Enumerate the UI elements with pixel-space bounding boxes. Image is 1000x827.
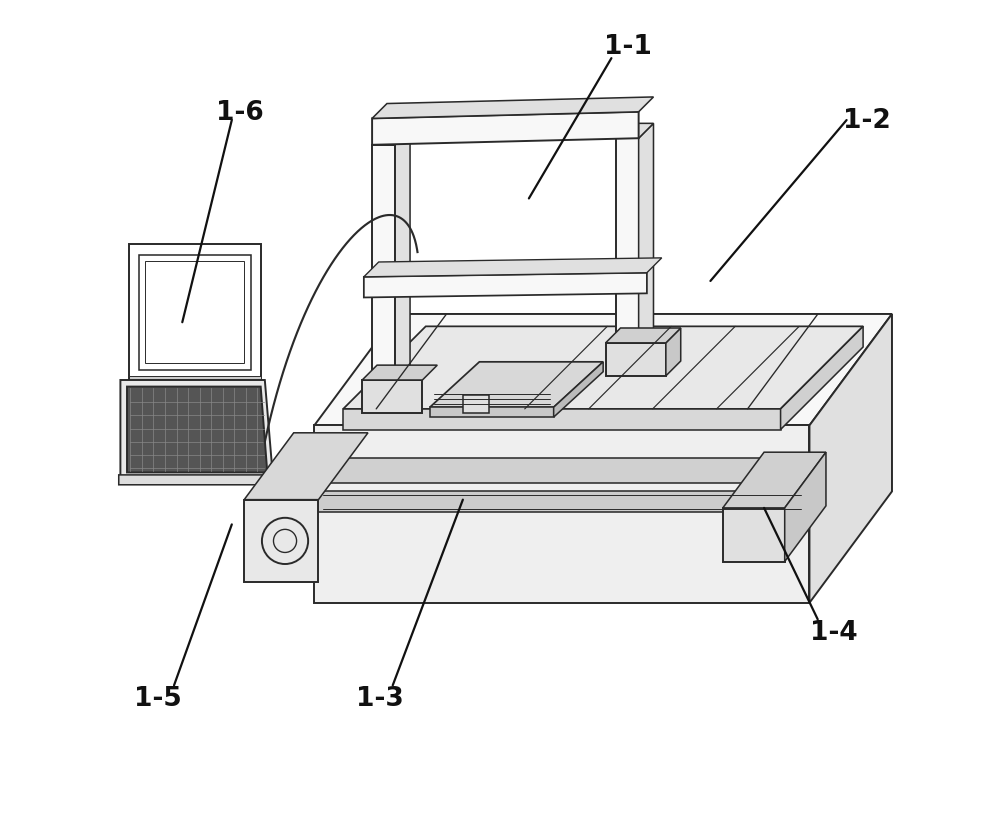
Text: 1-1: 1-1 — [604, 34, 652, 60]
Polygon shape — [372, 146, 395, 409]
Polygon shape — [343, 327, 863, 409]
Polygon shape — [362, 366, 437, 380]
Text: 1-6: 1-6 — [216, 100, 264, 126]
Polygon shape — [343, 409, 781, 430]
Polygon shape — [129, 245, 261, 380]
Polygon shape — [606, 328, 681, 343]
Polygon shape — [314, 426, 809, 603]
Polygon shape — [372, 131, 410, 146]
Polygon shape — [616, 124, 653, 139]
Polygon shape — [463, 395, 489, 414]
Polygon shape — [314, 314, 892, 426]
Polygon shape — [145, 262, 244, 364]
Polygon shape — [639, 124, 653, 372]
Polygon shape — [372, 98, 653, 119]
Text: 1-5: 1-5 — [134, 685, 181, 711]
Polygon shape — [318, 492, 805, 513]
Polygon shape — [244, 433, 368, 500]
Polygon shape — [723, 509, 785, 562]
Polygon shape — [244, 500, 318, 582]
Polygon shape — [781, 327, 863, 430]
Polygon shape — [318, 459, 805, 484]
Text: 1-2: 1-2 — [843, 108, 891, 134]
Polygon shape — [129, 376, 261, 385]
Polygon shape — [364, 274, 647, 298]
Polygon shape — [809, 314, 892, 603]
Text: 1-3: 1-3 — [356, 685, 404, 711]
Text: 1-4: 1-4 — [810, 619, 858, 645]
Polygon shape — [395, 131, 410, 409]
Polygon shape — [372, 112, 639, 146]
Polygon shape — [723, 452, 826, 509]
Polygon shape — [364, 259, 662, 278]
Polygon shape — [139, 256, 251, 370]
Polygon shape — [666, 328, 681, 376]
Polygon shape — [430, 362, 603, 408]
Polygon shape — [606, 343, 666, 376]
Polygon shape — [430, 408, 554, 418]
Polygon shape — [616, 139, 639, 372]
Polygon shape — [362, 380, 422, 414]
Polygon shape — [120, 380, 273, 480]
Polygon shape — [554, 362, 603, 418]
Polygon shape — [785, 452, 826, 562]
Polygon shape — [127, 387, 267, 473]
Polygon shape — [119, 476, 279, 485]
